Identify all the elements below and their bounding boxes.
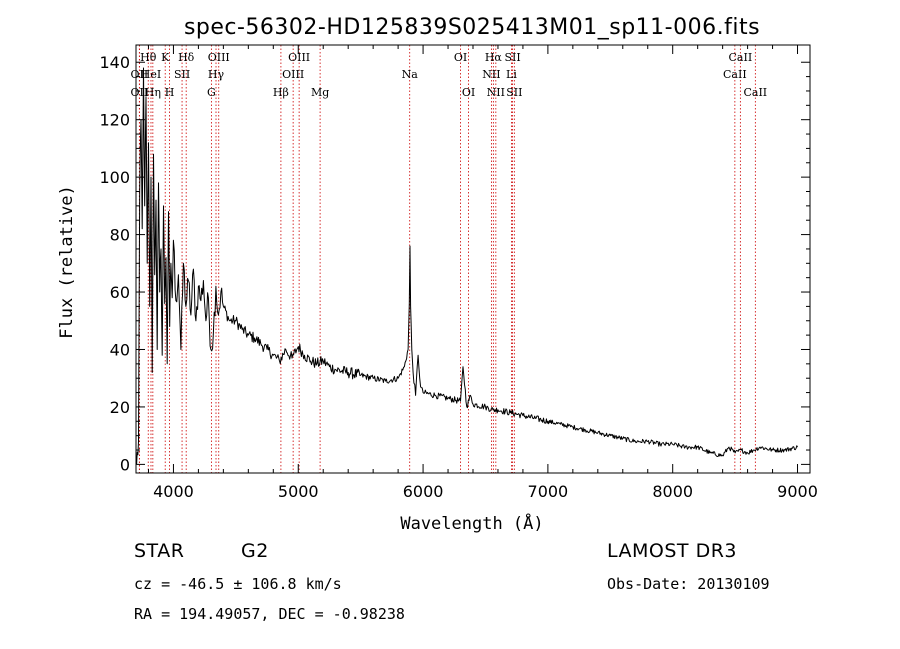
observation-date: Obs-Date: 20130109 [607, 575, 770, 593]
spectral-line-label: Na [402, 68, 419, 81]
y-tick-label: 40 [110, 340, 130, 359]
redshift-value: cz = -46.5 ± 106.8 km/s [134, 575, 342, 593]
object-subclass: G2 [241, 540, 269, 562]
y-tick-label: 140 [99, 53, 130, 72]
spectral-line-label: Hα [485, 51, 503, 64]
spectral-line-label: OI [462, 86, 475, 99]
y-axis-ticks: 0 20 40 60 80 100 120 140 [99, 53, 810, 474]
spectral-line-label: Hβ [273, 86, 289, 99]
spectral-line-label: Mg [311, 86, 329, 99]
spectral-line-label: CaII [723, 68, 747, 81]
spectral-line-label: Hγ [208, 68, 225, 81]
x-axis-label: Wavelength (Å) [400, 512, 543, 534]
x-tick-label: 7000 [528, 482, 569, 501]
y-tick-label: 120 [99, 111, 130, 130]
spectral-line-label: NII [487, 86, 505, 99]
y-tick-label: 20 [110, 398, 130, 417]
spectral-line-label: SII [504, 51, 520, 64]
x-tick-label: 4000 [153, 482, 194, 501]
spectral-line-label: Hθ [140, 51, 157, 64]
spectral-line-label: K [161, 51, 170, 64]
y-tick-label: 100 [99, 168, 130, 187]
spectral-line-markers [138, 45, 756, 473]
spectral-line-label: G [207, 86, 216, 99]
survey-name: LAMOST DR3 [607, 540, 737, 562]
spectral-line-label: CaII [743, 86, 767, 99]
spectral-line-label: OIII [282, 68, 304, 81]
x-tick-label: 5000 [278, 482, 319, 501]
chart-title: spec-56302-HD125839S025413M01_sp11-006.f… [184, 15, 760, 40]
y-tick-label: 0 [120, 455, 130, 474]
spectral-line-label: OIII [288, 51, 310, 64]
spectral-line-label: Hη [145, 86, 161, 99]
spectral-line-label: H [165, 86, 175, 99]
spectral-line-label: SII [174, 68, 190, 81]
object-type: STAR [134, 540, 185, 562]
y-axis-label: Flux (relative) [57, 185, 77, 339]
x-axis-ticks: 4000 5000 6000 7000 8000 9000 [147, 45, 818, 501]
spectral-line-label: OI [454, 51, 467, 64]
spectral-line-label: NII [482, 68, 500, 81]
spectral-line-label: SII [506, 86, 522, 99]
spectral-line-label: OIII [208, 51, 230, 64]
coordinates: RA = 194.49057, DEC = -0.98238 [134, 605, 405, 623]
x-tick-label: 8000 [652, 482, 693, 501]
y-tick-label: 80 [110, 226, 130, 245]
spectral-line-label: Li [506, 68, 517, 81]
x-tick-label: 6000 [403, 482, 444, 501]
spectral-line-label: CaII [729, 51, 753, 64]
plot-frame [135, 44, 811, 474]
spectral-line-label: HeI [141, 68, 161, 81]
y-tick-label: 60 [110, 283, 130, 302]
flux-series-line [136, 67, 798, 465]
spectral-line-label: Hδ [178, 51, 195, 64]
x-tick-label: 9000 [777, 482, 818, 501]
